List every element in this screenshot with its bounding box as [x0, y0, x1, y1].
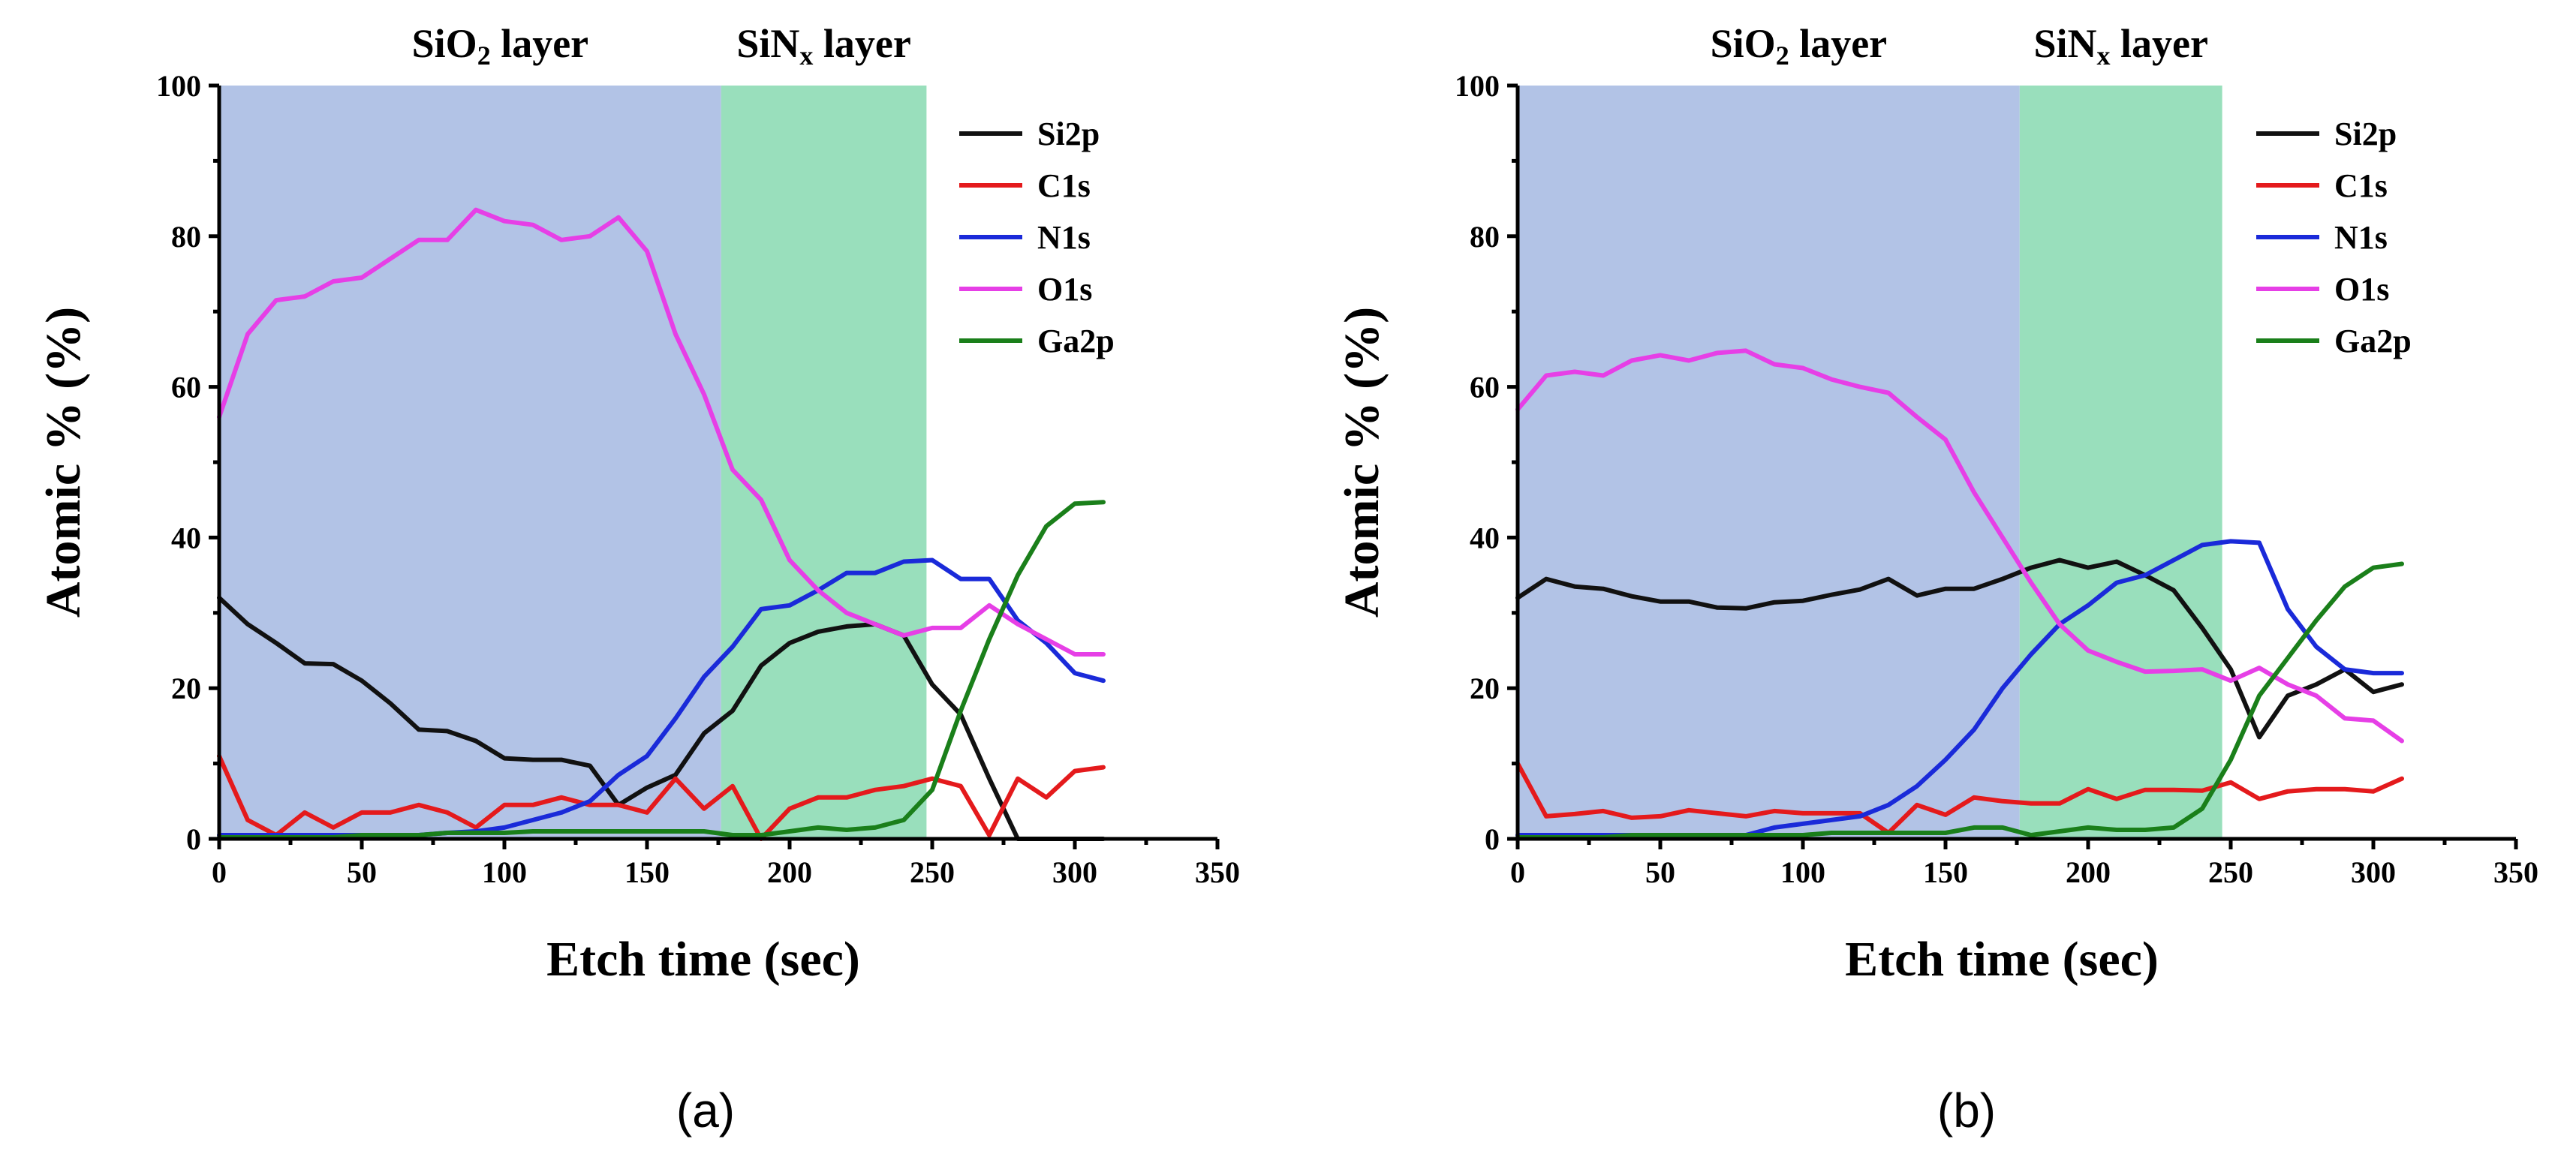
x-tick-label-b-3: 150 — [1923, 855, 1968, 889]
y-tick-label-b-5: 100 — [1455, 69, 1500, 103]
region-b-1 — [2019, 86, 2222, 839]
y-tick-label-a-1: 20 — [171, 672, 201, 705]
y-axis-title-b: Atomic % (%) — [1335, 307, 1389, 618]
series-line-b-o1s — [1515, 348, 2404, 744]
x-tick-label-a-1: 50 — [347, 855, 377, 889]
x-tick-label-b-2: 100 — [1780, 855, 1825, 889]
legend-label-a-n1s: N1s — [1037, 219, 1091, 256]
region-label-b-0: SiO2 layer — [1711, 21, 1888, 71]
x-tick-label-a-0: 0 — [212, 855, 227, 889]
x-tick-label-b-0: 0 — [1510, 855, 1525, 889]
x-tick-label-a-3: 150 — [624, 855, 670, 889]
y-tick-label-b-2: 40 — [1470, 521, 1500, 554]
region-a-1 — [721, 86, 927, 839]
series-line-a-si2p — [217, 595, 1106, 841]
region-label-a-1: SiNx layer — [736, 21, 911, 71]
panel-label-a: (a) — [676, 1083, 735, 1137]
x-tick-label-a-4: 200 — [767, 855, 812, 889]
region-label-b-1: SiNx layer — [2033, 21, 2208, 71]
x-tick-label-a-7: 350 — [1195, 855, 1240, 889]
x-tick-label-a-2: 100 — [482, 855, 527, 889]
y-tick-label-a-0: 0 — [186, 822, 201, 856]
legend-label-b-c1s: C1s — [2334, 167, 2388, 204]
panel-label-b: (b) — [1937, 1083, 1996, 1137]
x-tick-label-b-1: 50 — [1645, 855, 1675, 889]
y-axis-title-a: Atomic % (%) — [36, 307, 91, 618]
x-tick-label-b-6: 300 — [2351, 855, 2396, 889]
legend-label-b-o1s: O1s — [2334, 271, 2389, 308]
y-tick-label-b-0: 0 — [1485, 822, 1500, 856]
x-tick-label-a-6: 300 — [1052, 855, 1097, 889]
x-axis-title-a: Etch time (sec) — [546, 932, 860, 987]
series-line-b-ga2p — [1515, 561, 2404, 840]
y-tick-label-a-5: 100 — [156, 69, 201, 103]
series-line-a-o1s — [217, 207, 1106, 657]
legend-label-b-ga2p: Ga2p — [2334, 323, 2412, 359]
region-label-a-0: SiO2 layer — [412, 21, 589, 71]
series-line-b-si2p — [1515, 557, 2404, 740]
legend-label-b-n1s: N1s — [2334, 219, 2388, 256]
series-line-a-c1s — [217, 753, 1106, 841]
y-tick-label-b-1: 20 — [1470, 672, 1500, 705]
x-axis-title-b: Etch time (sec) — [1845, 932, 2159, 987]
x-tick-label-a-5: 250 — [910, 855, 955, 889]
legend-label-a-o1s: O1s — [1037, 271, 1092, 308]
y-tick-label-a-3: 60 — [171, 371, 201, 404]
legend-label-a-si2p: Si2p — [1037, 116, 1100, 152]
x-tick-label-b-5: 250 — [2208, 855, 2253, 889]
y-tick-label-a-4: 80 — [171, 220, 201, 254]
legend-label-b-si2p: Si2p — [2334, 116, 2397, 152]
series-line-a-ga2p — [217, 500, 1106, 840]
x-tick-label-b-4: 200 — [2066, 855, 2111, 889]
region-a-0 — [219, 86, 721, 839]
y-tick-label-b-3: 60 — [1470, 371, 1500, 404]
y-tick-label-a-2: 40 — [171, 521, 201, 554]
series-line-b-c1s — [1515, 761, 2404, 835]
x-tick-label-b-7: 350 — [2493, 855, 2538, 889]
region-b-0 — [1518, 86, 2020, 839]
y-tick-label-b-4: 80 — [1470, 220, 1500, 254]
legend-label-a-ga2p: Ga2p — [1037, 323, 1115, 359]
legend-label-a-c1s: C1s — [1037, 167, 1091, 204]
